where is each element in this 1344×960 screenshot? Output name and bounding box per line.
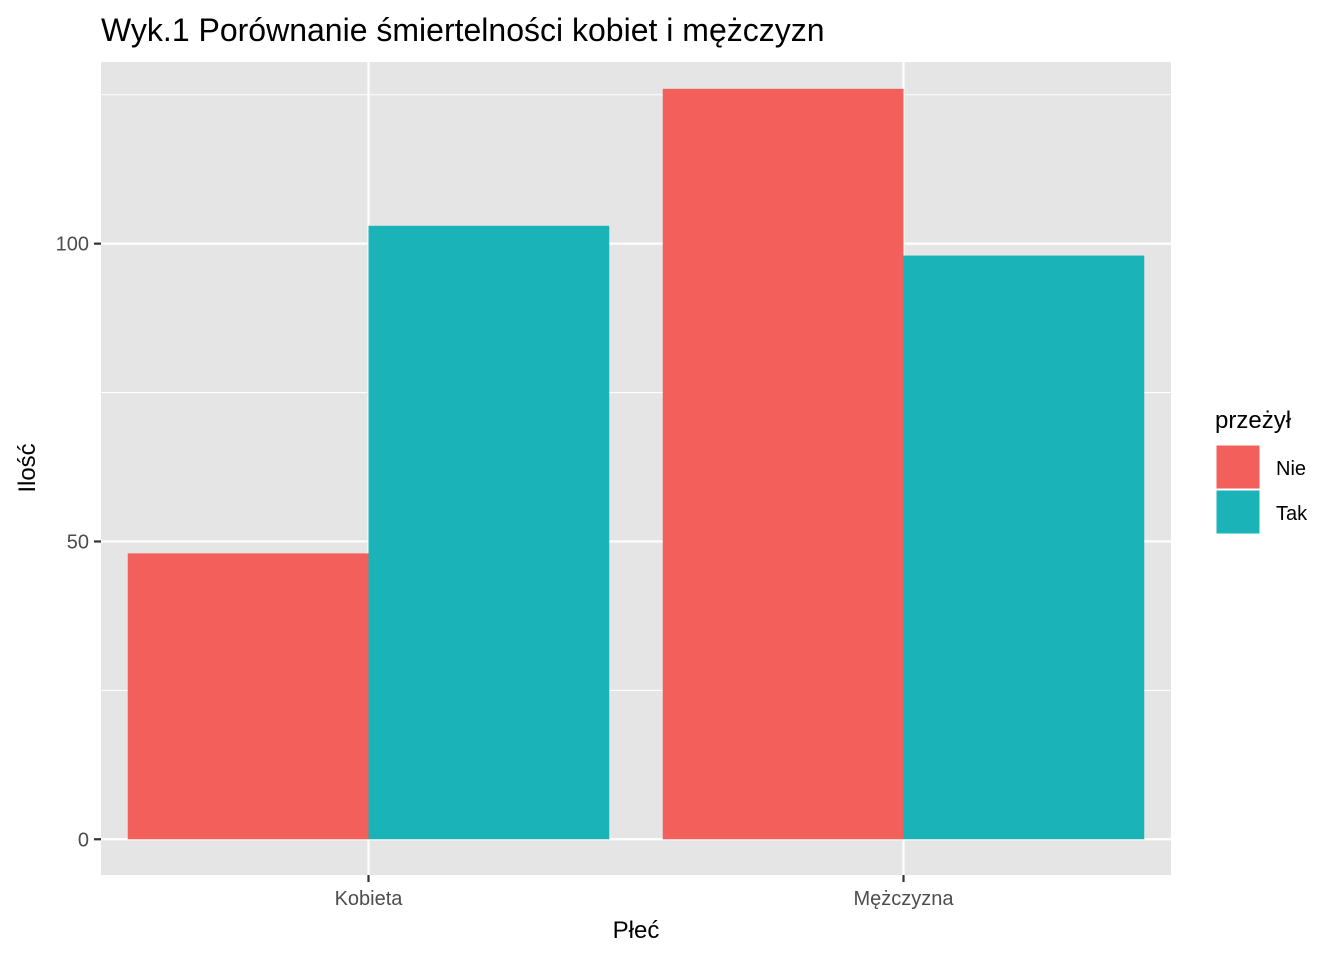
x-axis-title: Płeć <box>613 917 660 944</box>
legend-label: Tak <box>1276 503 1308 525</box>
y-tick-label: 100 <box>56 234 89 256</box>
legend-title: przeżył <box>1215 407 1292 434</box>
legend: przeżył Nie Tak <box>1215 407 1308 535</box>
y-tick-label: 0 <box>78 829 89 851</box>
y-axis-title: Ilość <box>14 443 41 492</box>
x-tick-label: Mężczyzna <box>853 888 954 910</box>
legend-key-tak <box>1215 489 1261 535</box>
legend-key-nie <box>1215 444 1261 490</box>
chart-title: Wyk.1 Porównanie śmiertelności kobiet i … <box>101 12 825 48</box>
y-axis: 0 50 100 <box>56 234 101 851</box>
bar-tak-0 <box>368 225 610 840</box>
x-tick-label: Kobieta <box>335 888 404 910</box>
bar-tak-1 <box>903 255 1145 840</box>
bar-nie-0 <box>127 553 369 840</box>
bar-nie-1 <box>662 88 904 840</box>
x-axis: Kobieta Mężczyzna <box>335 875 954 910</box>
legend-label: Nie <box>1276 458 1306 480</box>
y-tick-label: 50 <box>67 531 89 553</box>
bars <box>127 88 1145 840</box>
